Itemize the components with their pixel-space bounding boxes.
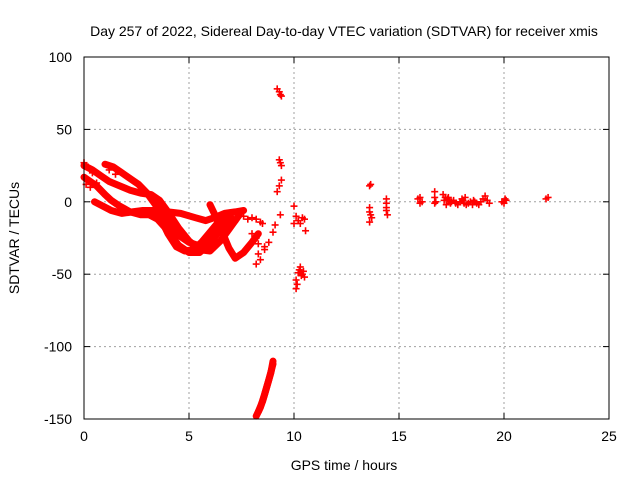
sdtvar-point (277, 92, 285, 100)
x-tick-label: 10 (286, 428, 302, 444)
chart-title: Day 257 of 2022, Sidereal Day-to-day VTE… (90, 23, 598, 39)
sdtvar-point (292, 212, 300, 220)
sdtvar-point (382, 206, 390, 214)
y-axis-label: SDTVAR / TECUs (6, 182, 22, 294)
sdtvar-point (382, 195, 390, 203)
sdtvar-point (252, 260, 260, 268)
sdtvar-point (367, 180, 375, 188)
sdtvar-trace (147, 207, 231, 255)
sdtvar-point (461, 193, 469, 201)
sdtvar-point (269, 228, 277, 236)
sdtvar-point (485, 199, 493, 207)
grid-lines (84, 57, 609, 419)
sdtvar-point (440, 196, 448, 204)
sdtvar-point (88, 169, 96, 177)
sdtvar-point (432, 198, 440, 206)
sdtvar-point (301, 215, 308, 223)
plot-frame (83, 56, 610, 420)
sdtvar-point (248, 230, 256, 238)
sdtvar-point (296, 263, 304, 271)
sdtvar-point (366, 182, 374, 190)
sdtvar-point (248, 214, 256, 222)
sdtvar-point (292, 285, 300, 293)
sdtvar-point (446, 199, 454, 207)
x-tick-label: 0 (80, 428, 88, 444)
sdtvar-point (261, 246, 269, 254)
y-tick-label: -50 (52, 266, 72, 282)
sdtvar-point (368, 214, 376, 222)
sdtvar-point (259, 220, 266, 228)
sdtvar-point (252, 234, 260, 242)
x-axis-label: GPS time / hours (291, 457, 398, 473)
sdtvar-point (442, 201, 450, 209)
sdtvar-point (233, 209, 241, 217)
sdtvar-point (252, 215, 260, 223)
sdtvar-trace (91, 198, 248, 225)
sdtvar-point (293, 280, 301, 288)
sdtvar-point (277, 176, 285, 184)
sdtvar-point (277, 162, 285, 170)
sdtvar-trace (101, 160, 235, 249)
sdtvar-point (254, 250, 262, 258)
sdtvar-trace (206, 201, 262, 262)
sdtvar-point (254, 240, 262, 248)
sdtvar-point (383, 211, 391, 219)
y-tick-label: 50 (56, 121, 72, 137)
sdtvar-point (418, 198, 426, 206)
sdtvar-trace (254, 357, 277, 416)
sdtvar-trace (80, 162, 243, 255)
sdtvar-point (302, 227, 310, 235)
sdtvar-point (86, 183, 94, 191)
sdtvar-point (458, 195, 466, 203)
sdtvar-point (296, 220, 304, 228)
sdtvar-point (256, 256, 264, 264)
sdtvar-point (271, 221, 279, 229)
sdtvar-point (301, 273, 308, 281)
sdtvar-point (273, 188, 281, 196)
sdtvar-point (276, 211, 284, 219)
y-axis: -150 -100 -50 0 50 100 (44, 49, 609, 427)
x-axis: 0 5 10 15 20 25 (80, 57, 617, 444)
y-tick-label: 100 (49, 49, 73, 65)
x-tick-label: 5 (185, 428, 193, 444)
sdtvar-point (290, 220, 298, 228)
sdtvar-point (84, 163, 92, 171)
y-tick-label: -150 (44, 411, 72, 427)
y-tick-label: -100 (44, 339, 72, 355)
x-tick-label: 20 (496, 428, 512, 444)
sdtvar-point (501, 195, 509, 203)
sdtvar-point (290, 202, 298, 210)
sdtvar-point (276, 91, 284, 99)
sdtvar-point (481, 192, 489, 200)
sdtvar-point (227, 211, 235, 219)
sdtvar-point (112, 170, 119, 178)
data-traces (80, 160, 277, 420)
sdtvar-point (105, 166, 113, 174)
sdtvar-point (292, 276, 300, 284)
y-tick-label: 0 (64, 194, 72, 210)
sdtvar-point (470, 196, 478, 204)
sdtvar-point (244, 215, 252, 223)
sdtvar-point (275, 182, 283, 190)
sdtvar-point (93, 179, 101, 187)
x-tick-label: 15 (391, 428, 407, 444)
sdtvar-point (240, 212, 248, 220)
sdtvar-point (366, 218, 374, 226)
sdtvar-point (502, 196, 510, 204)
x-tick-label: 25 (601, 428, 617, 444)
sdtvar-point (297, 272, 305, 280)
sdtvar-point (544, 193, 552, 201)
sdtvar-point (431, 199, 439, 207)
sdtvar-point (265, 238, 273, 246)
sdtvar-point (444, 193, 452, 201)
data-points (80, 85, 552, 293)
sdtvar-point (299, 267, 307, 275)
